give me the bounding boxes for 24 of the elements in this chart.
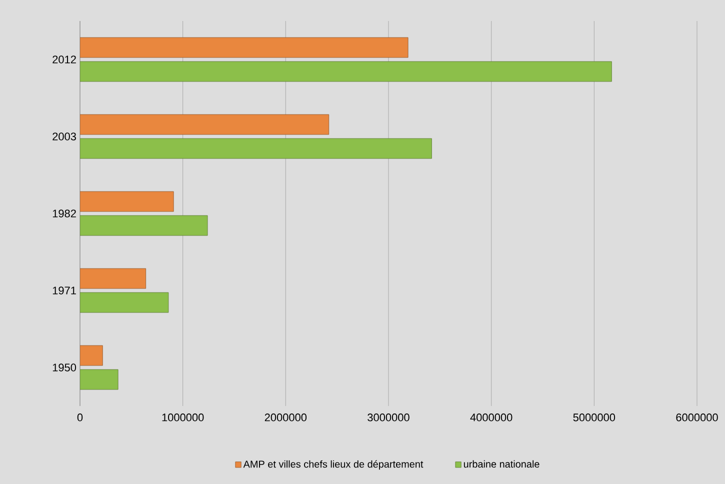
y-tick-label: 1971 <box>52 286 76 294</box>
bar <box>80 369 118 390</box>
legend-label: AMP et villes chefs lieux de département <box>243 460 424 470</box>
x-tick-label: 3000000 <box>368 414 410 422</box>
x-tick-label: 6000000 <box>676 414 718 422</box>
bar <box>80 37 408 58</box>
bar <box>80 345 103 366</box>
y-tick-label: 2012 <box>52 56 76 64</box>
x-tick-label: 0 <box>77 414 83 422</box>
bar <box>80 215 208 236</box>
x-tick-label: 2000000 <box>264 414 307 422</box>
y-tick-label: 1982 <box>52 210 76 218</box>
bar <box>80 268 146 289</box>
x-tick-label: 1000000 <box>162 414 204 422</box>
bar <box>80 61 612 82</box>
x-tick-label: 4000000 <box>470 414 512 422</box>
legend-label: urbaine nationale <box>464 460 540 468</box>
y-tick-label: 1950 <box>52 364 76 372</box>
bar <box>80 191 174 212</box>
y-tick-label: 2003 <box>52 132 76 140</box>
bar <box>80 114 330 135</box>
x-tick-label: 5000000 <box>573 414 616 422</box>
bar <box>80 138 432 159</box>
bar <box>80 292 169 313</box>
